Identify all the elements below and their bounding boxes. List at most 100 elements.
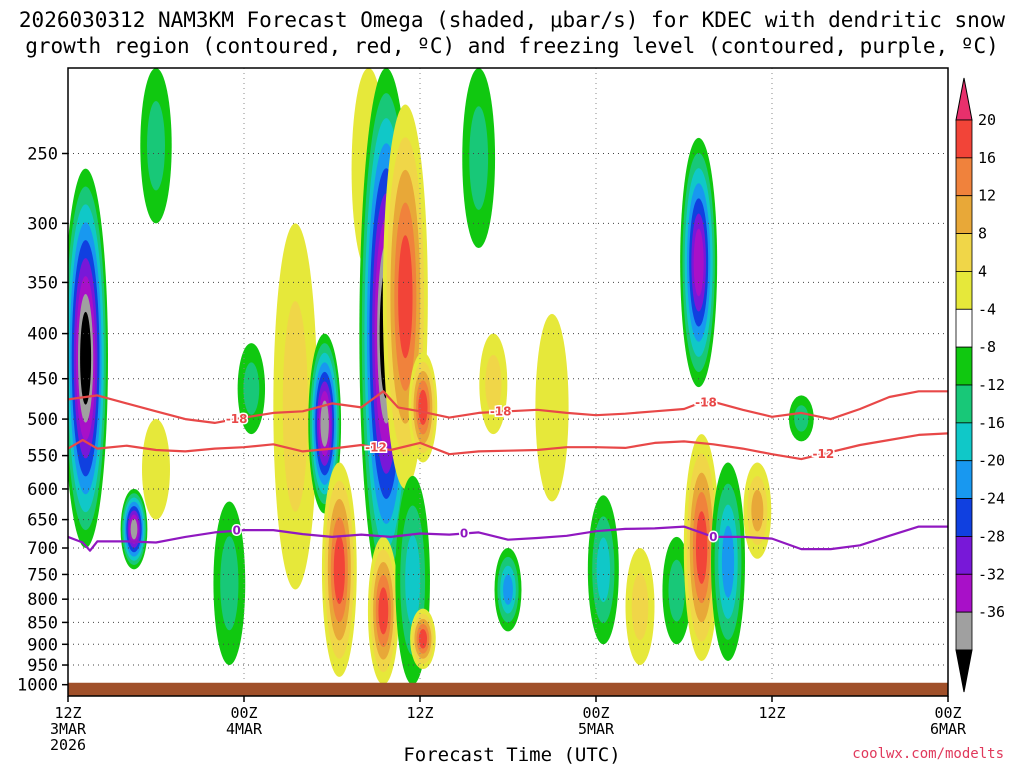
colorbar-band: [955, 498, 973, 537]
omega-band: [405, 535, 421, 626]
omega-band: [631, 572, 649, 641]
omega-cell: [680, 137, 718, 388]
colorbar-band: [955, 611, 973, 651]
y-tick-label: 900: [27, 635, 58, 655]
colorbar-band: [955, 536, 973, 575]
omega-cell: [462, 68, 496, 249]
omega-band: [142, 419, 170, 520]
contour-label: -12: [812, 447, 834, 461]
colorbar-band: [955, 346, 973, 386]
omega-band: [668, 559, 685, 622]
colorbar-end-low: [955, 649, 973, 693]
contour-labels: -18 -18 -18 -12 -12 0 0 0: [224, 394, 835, 545]
y-tick-label: 750: [27, 565, 58, 585]
omega-band: [596, 537, 611, 603]
colorbar-label: 12: [978, 187, 996, 205]
omega-band: [282, 301, 308, 512]
omega-cell: [662, 536, 691, 645]
colorbar-label: 4: [978, 262, 987, 280]
colorbar-label: -12: [978, 376, 1005, 394]
omega-cell: [788, 395, 814, 442]
colorbar-label: -24: [978, 490, 1005, 508]
omega-colorbar: 20 16 12 8 4 -4 -8 -12 -16 -20 -24 -28 -32 -36: [955, 77, 1005, 693]
x-tick-label: 00Z: [934, 704, 961, 722]
x-tick-label: 6MAR: [930, 720, 967, 738]
y-tick-label: 650: [27, 511, 58, 531]
omega-band: [378, 587, 389, 635]
omega-band: [751, 489, 764, 532]
credit-link[interactable]: coolwx.com/modelts: [852, 746, 1004, 762]
x-tick-label: 12Z: [758, 704, 785, 722]
contour-line-0: [68, 525, 948, 552]
plot-frame: [67, 67, 949, 697]
omega-band: [418, 389, 428, 425]
omega-cell: [321, 462, 357, 677]
colorbar-label: -36: [978, 603, 1005, 621]
omega-cell: [683, 434, 720, 661]
colorbar-label: -28: [978, 527, 1005, 545]
omega-cell: [120, 488, 148, 570]
contour-label: 0: [232, 524, 240, 538]
colorbar-label: 8: [978, 225, 987, 243]
y-tick-label: 1000: [17, 676, 58, 696]
colorbar-band: [955, 195, 973, 234]
omega-cell: [367, 536, 399, 685]
colorbar-band: [955, 119, 973, 159]
omega-band: [398, 235, 413, 359]
colorbar-band: [955, 271, 973, 310]
y-tick-label: 700: [27, 539, 58, 559]
omega-cell: [494, 547, 522, 632]
omega-cell: [625, 548, 655, 666]
omega-cell: [408, 352, 438, 463]
omega-band: [147, 100, 165, 191]
omega-band: [333, 535, 345, 605]
omega-band: [80, 311, 92, 405]
x-tick-label: 12Z: [406, 704, 433, 722]
colorbar-band: [955, 573, 973, 613]
omega-shading: [68, 68, 814, 685]
omega-cell: [68, 168, 108, 548]
omega-band: [503, 574, 513, 605]
x-tick-label: 5MAR: [578, 720, 615, 738]
colorbar-band: [955, 233, 973, 272]
colorbar-label: -4: [978, 300, 996, 318]
omega-cell: [142, 419, 170, 520]
colorbar-label: -20: [978, 452, 1005, 470]
omega-band: [794, 405, 809, 432]
omega-cell: [140, 68, 172, 224]
contour-label: -12: [365, 441, 387, 455]
colorbar-end-high: [955, 77, 973, 121]
omega-cell: [410, 608, 436, 670]
omega-band: [693, 228, 704, 297]
omega-cell: [479, 333, 508, 435]
colorbar-band: [955, 422, 973, 462]
y-tick-label: 500: [27, 410, 58, 430]
omega-band: [485, 354, 502, 413]
contour-label: -18: [490, 405, 512, 419]
contour-label: 0: [460, 527, 468, 541]
omega-band: [535, 313, 569, 502]
omega-band: [721, 525, 735, 598]
omega-band: [469, 106, 489, 210]
omega-band: [243, 362, 260, 415]
colorbar-band: [955, 157, 973, 197]
omega-band: [418, 629, 428, 649]
contour-label: 0: [709, 530, 717, 544]
chart-title-line-2: growth region (contoured, red, ºC) and f…: [25, 34, 999, 58]
omega-band: [695, 511, 708, 584]
y-tick-label: 550: [27, 447, 58, 467]
temperature-contours: [68, 390, 948, 552]
y-tick-label: 800: [27, 590, 58, 610]
x-tick-label: 12Z: [54, 704, 81, 722]
omega-cell: [213, 501, 246, 666]
omega-cell: [237, 343, 266, 435]
chart-title-line-1: 2026030312 NAM3KM Forecast Omega (shaded…: [18, 8, 1006, 32]
x-tick-label: 00Z: [582, 704, 609, 722]
x-tick-label: 3MAR: [50, 720, 87, 738]
x-tick-label: 4MAR: [226, 720, 263, 738]
omega-band: [130, 518, 138, 540]
omega-band: [220, 536, 239, 631]
omega-cell: [587, 495, 619, 645]
